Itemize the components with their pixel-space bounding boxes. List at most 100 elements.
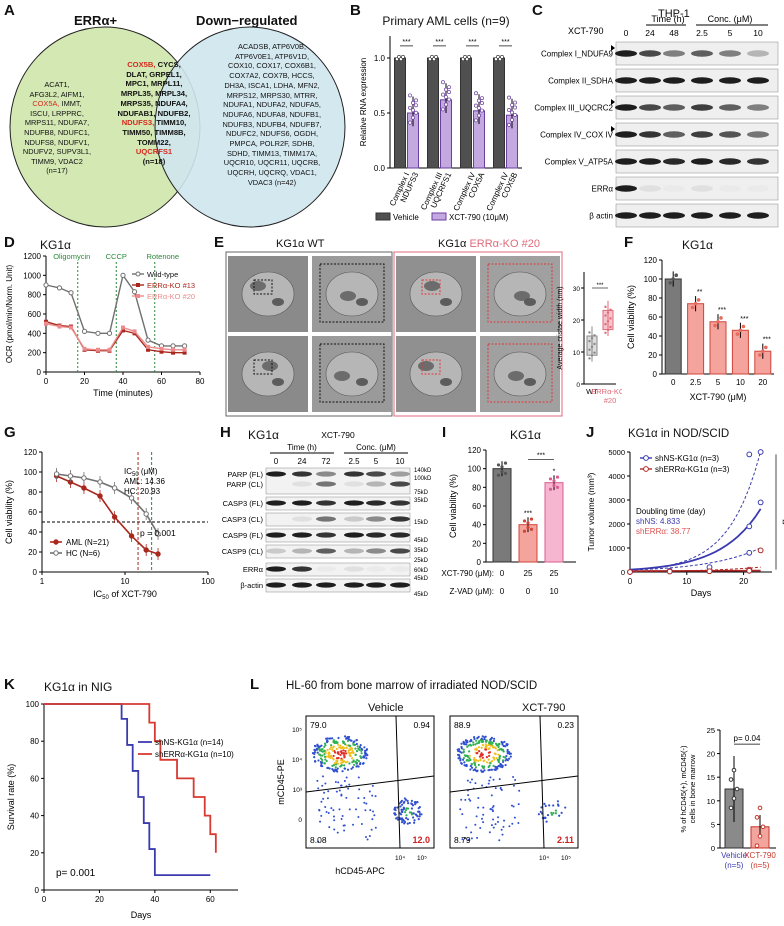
y-tick-label: 10³	[293, 787, 303, 794]
event-dot	[476, 737, 479, 740]
data-point	[757, 449, 764, 455]
event-dot	[323, 762, 326, 765]
event-dot	[470, 763, 474, 766]
event-dot	[406, 822, 409, 825]
data-point	[696, 298, 701, 302]
gene-name: IMMT,	[61, 99, 82, 109]
mitochondrion	[334, 371, 350, 381]
event-dot	[355, 761, 359, 764]
gene-name: TIMM9,	[31, 156, 57, 166]
event-dot	[483, 736, 486, 739]
bar	[664, 278, 682, 375]
lane-label: 5	[728, 28, 733, 38]
data-point	[146, 344, 151, 349]
gene-name: OGDH,	[293, 129, 318, 139]
event-dot	[327, 754, 331, 757]
data-point	[480, 101, 484, 106]
y-tick-label: 25	[707, 726, 715, 735]
zoom-box	[319, 343, 385, 403]
event-dot	[345, 776, 348, 779]
blot-band	[266, 582, 286, 588]
mw-marker: 35kD	[414, 548, 429, 554]
event-dot	[399, 805, 402, 808]
legend-marker	[135, 271, 141, 277]
blot-band	[390, 548, 410, 554]
x-tick-label: 5	[716, 378, 721, 387]
data-point	[513, 105, 517, 110]
legend-label: Wild-type	[147, 270, 178, 279]
event-dot	[501, 741, 504, 744]
sig-label: **	[697, 289, 703, 296]
event-dot	[503, 740, 506, 743]
event-dot	[356, 745, 359, 748]
event-dot	[364, 752, 367, 756]
quadrant-value: 0.94	[413, 720, 430, 730]
event-dot	[469, 764, 472, 768]
event-dot	[357, 759, 361, 763]
event-dot	[326, 766, 330, 769]
bar	[709, 321, 727, 375]
gate-line	[305, 775, 435, 793]
blot-band	[663, 212, 685, 219]
y-tick-label: 40	[472, 521, 481, 530]
event-dot	[501, 748, 505, 752]
ic50-title: IC50 (μM)	[124, 467, 158, 478]
event-dot	[501, 833, 504, 836]
data-point	[526, 525, 530, 530]
y-tick-label: 2000	[608, 520, 625, 529]
event-dot	[473, 736, 476, 739]
event-dot	[495, 744, 499, 747]
data-point	[447, 85, 451, 90]
event-dot	[318, 745, 322, 748]
gene-name: TIMM13,	[251, 148, 282, 158]
x-axis-label-sub: 50	[102, 595, 109, 601]
gene-name: COX17,	[256, 61, 283, 71]
event-dot	[347, 735, 351, 739]
zvad-value: 10	[550, 587, 559, 596]
event-dot	[487, 782, 490, 785]
event-dot	[466, 779, 469, 782]
legend-marker	[136, 294, 140, 298]
event-dot	[348, 783, 351, 786]
event-dot	[405, 814, 408, 817]
event-dot	[401, 810, 404, 814]
event-dot	[484, 748, 487, 751]
data-point	[503, 471, 508, 475]
y-tick-label: 5000	[608, 448, 625, 457]
x-tick-label: 40	[119, 377, 128, 386]
data-point	[67, 473, 74, 479]
event-dot	[490, 824, 493, 827]
event-dot	[325, 739, 329, 742]
y-tick-label: 200	[28, 349, 42, 358]
event-dot	[323, 745, 326, 749]
gene-line: TOMM22,	[112, 138, 196, 148]
y-tick-label: 20	[707, 750, 715, 759]
event-dot	[483, 765, 486, 768]
data-point	[757, 547, 764, 554]
event-dot	[333, 762, 336, 765]
x-tick-label: 20	[758, 378, 767, 387]
x-tick-label: 0	[42, 895, 47, 904]
data-point	[474, 103, 478, 108]
data-point	[588, 348, 591, 351]
gene-line: COX7A2, COX7B, HCCS,	[208, 71, 336, 81]
event-dot	[332, 815, 335, 818]
data-point	[555, 475, 560, 479]
event-dot	[343, 767, 347, 770]
event-dot	[330, 744, 333, 747]
event-dot	[342, 749, 345, 752]
event-dot	[324, 744, 327, 747]
event-dot	[347, 787, 350, 790]
event-dot	[482, 821, 485, 824]
blot-band	[292, 566, 312, 572]
gene-name: NDUFA2,	[256, 100, 288, 110]
band-arrow	[611, 126, 615, 132]
event-dot	[406, 818, 410, 821]
event-dot	[403, 811, 407, 814]
panel-label: E	[214, 234, 225, 251]
data-point	[408, 120, 412, 125]
data-point	[507, 108, 511, 112]
blot-band	[663, 50, 685, 57]
blot-band	[615, 185, 637, 192]
gene-name: DH3A,	[224, 80, 247, 90]
